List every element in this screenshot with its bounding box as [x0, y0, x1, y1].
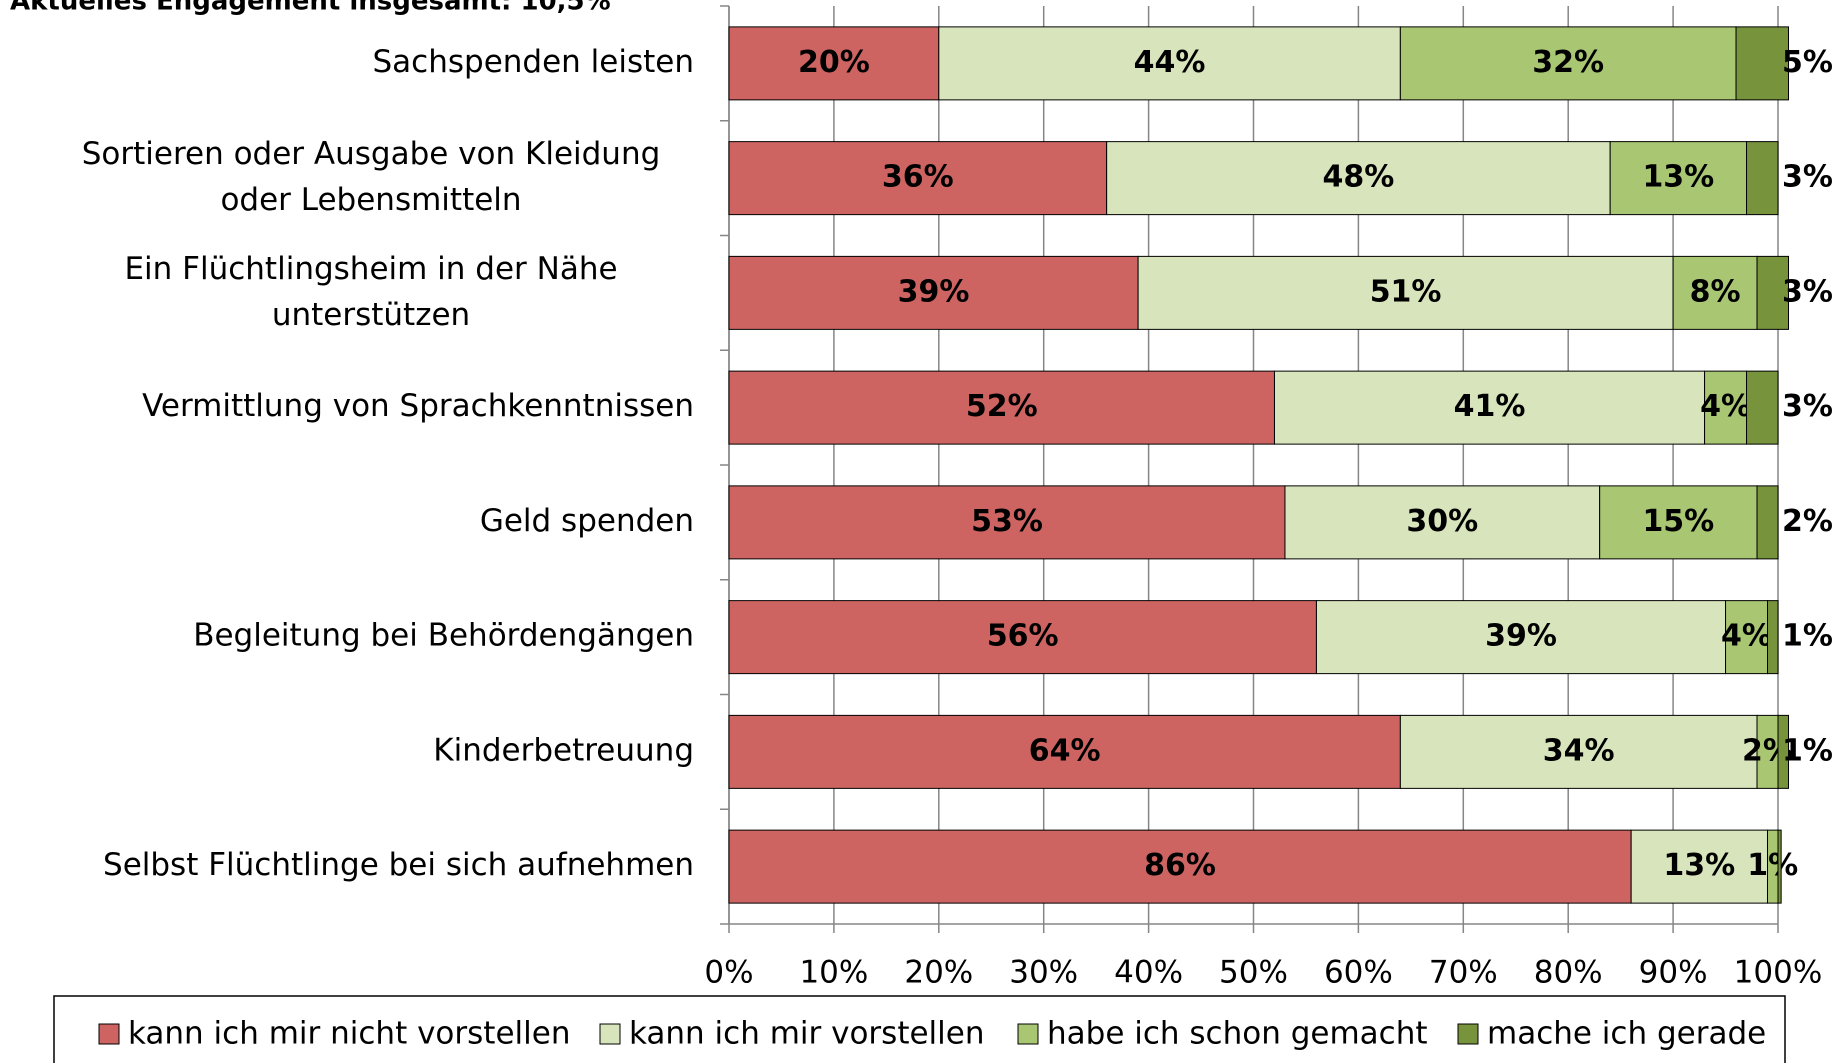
bar-segment [728, 141, 1108, 216]
bar-segment [1137, 255, 1674, 330]
data-label: 1% [1782, 733, 1833, 768]
bar-segment [1609, 141, 1748, 216]
bar-segment [1746, 141, 1779, 216]
x-tick-label: 40% [1114, 955, 1183, 991]
data-label: 56% [987, 619, 1059, 654]
data-label: 34% [1543, 733, 1615, 768]
bar-segment [1777, 829, 1782, 904]
x-tick-label: 100% [1734, 955, 1823, 991]
data-label: 30% [1406, 504, 1478, 539]
data-label: 48% [1322, 160, 1394, 195]
bar-segment [1630, 829, 1769, 904]
data-label: 2% [1782, 504, 1833, 539]
x-tick-label: 0% [704, 955, 753, 991]
legend-swatch [98, 1023, 120, 1045]
data-label: 52% [966, 389, 1038, 424]
bar-segment [1746, 370, 1779, 445]
bar-segment [1756, 255, 1789, 330]
x-tick-label: 80% [1534, 955, 1603, 991]
data-label: 51% [1370, 274, 1442, 309]
x-tick-label: 70% [1429, 955, 1498, 991]
data-label: 4% [1721, 619, 1772, 654]
category-label: Geld spenden [480, 503, 694, 539]
bar-segment [1284, 485, 1601, 560]
bar-segment [1315, 600, 1727, 675]
category-label: Vermittlung von Sprachkenntnissen [142, 388, 694, 424]
bar-segment [1735, 26, 1789, 101]
x-tick-label: 10% [799, 955, 868, 991]
data-label: 3% [1782, 160, 1833, 195]
legend-label: kann ich mir nicht vorstellen [128, 1016, 570, 1052]
bar-segment [1704, 370, 1748, 445]
data-label: 13% [1663, 848, 1735, 883]
data-label: 4% [1700, 389, 1751, 424]
bar-segment [1273, 370, 1706, 445]
legend-swatch [1457, 1023, 1479, 1045]
bar-segment [728, 485, 1286, 560]
bar-segment [728, 255, 1139, 330]
bar-segment [1599, 485, 1758, 560]
x-tick-label: 90% [1639, 955, 1708, 991]
bar-segment [1725, 600, 1769, 675]
data-label: 3% [1782, 389, 1833, 424]
legend-swatch [1017, 1023, 1039, 1045]
data-label: 5% [1782, 45, 1833, 80]
bar-segment [728, 714, 1401, 789]
data-label: 1% [1782, 619, 1833, 654]
data-label: 64% [1029, 733, 1101, 768]
bar-segment [728, 370, 1275, 445]
data-label: 39% [1485, 619, 1557, 654]
data-label: 41% [1454, 389, 1526, 424]
x-tick-label: 50% [1219, 955, 1288, 991]
bar-segment [1672, 255, 1758, 330]
category-label: Begleitung bei Behördengängen [193, 618, 694, 654]
bar-segment [1767, 600, 1779, 675]
category-label: Selbst Flüchtlinge bei sich aufnehmen [103, 847, 694, 883]
data-label: 39% [898, 274, 970, 309]
x-tick-label: 60% [1324, 955, 1393, 991]
bar-segment [1106, 141, 1611, 216]
bar-segment [1777, 714, 1789, 789]
legend-label: kann ich mir vorstellen [629, 1016, 985, 1052]
x-tick-label: 30% [1009, 955, 1078, 991]
category-label: Kinderbetreuung [433, 732, 694, 768]
bar-segment [1756, 485, 1779, 560]
data-label: 86% [1144, 848, 1216, 883]
data-label: 53% [971, 504, 1043, 539]
data-label: 15% [1642, 504, 1714, 539]
bar-segment [728, 829, 1632, 904]
legend-label: habe ich schon gemacht [1047, 1016, 1428, 1052]
data-label: 1% [1747, 848, 1798, 883]
x-tick-label: 20% [904, 955, 973, 991]
bar-segment [728, 600, 1317, 675]
bar-segment [1399, 26, 1737, 101]
category-label: Sortieren oder Ausgabe von Kleidung oder … [82, 136, 661, 218]
data-label: 32% [1532, 45, 1604, 80]
data-label: 44% [1134, 45, 1206, 80]
legend-label: mache ich gerade [1487, 1016, 1766, 1052]
data-label: 36% [882, 160, 954, 195]
data-label: 8% [1690, 274, 1741, 309]
bar-segment [938, 26, 1401, 101]
data-label: 13% [1642, 160, 1714, 195]
legend-swatch [599, 1023, 621, 1045]
chart-title: Aktuelles Engagement insgesamt: 10,5% [10, 0, 611, 17]
category-label: Sachspenden leisten [373, 44, 695, 80]
category-label: Ein Flüchtlingsheim in der Nähe unterstüt… [124, 250, 617, 332]
data-label: 3% [1782, 274, 1833, 309]
data-label: 20% [798, 45, 870, 80]
legend-box [53, 995, 1786, 1063]
